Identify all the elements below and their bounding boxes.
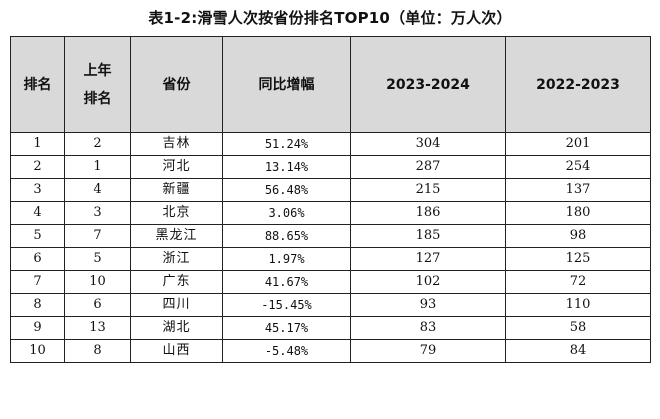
cell-yoy: 13.14% xyxy=(222,155,351,179)
cell-province: 河北 xyxy=(130,155,223,179)
cell-yoy: 1.97% xyxy=(222,247,351,271)
header-season-2022-2023: 2022-2023 xyxy=(505,36,651,133)
cell-2023-2024: 287 xyxy=(350,155,506,179)
table-row: 10 8 山西 -5.48% 79 84 xyxy=(10,339,651,363)
cell-province: 浙江 xyxy=(130,247,223,271)
table-row: 4 3 北京 3.06% 186 180 xyxy=(10,201,651,225)
cell-2022-2023: 180 xyxy=(505,201,651,225)
cell-2022-2023: 254 xyxy=(505,155,651,179)
cell-last-rank: 8 xyxy=(64,339,131,363)
cell-2023-2024: 83 xyxy=(350,316,506,340)
cell-rank: 1 xyxy=(10,132,65,156)
cell-rank: 9 xyxy=(10,316,65,340)
cell-last-rank: 1 xyxy=(64,155,131,179)
cell-2022-2023: 72 xyxy=(505,270,651,294)
cell-2022-2023: 58 xyxy=(505,316,651,340)
cell-2022-2023: 98 xyxy=(505,224,651,248)
cell-last-rank: 2 xyxy=(64,132,131,156)
cell-2022-2023: 201 xyxy=(505,132,651,156)
cell-2022-2023: 110 xyxy=(505,293,651,317)
cell-rank: 8 xyxy=(10,293,65,317)
header-yoy-growth: 同比增幅 xyxy=(222,36,351,133)
table-row: 8 6 四川 -15.45% 93 110 xyxy=(10,293,651,317)
cell-2023-2024: 304 xyxy=(350,132,506,156)
cell-yoy: -15.45% xyxy=(222,293,351,317)
cell-2022-2023: 137 xyxy=(505,178,651,202)
cell-yoy: 51.24% xyxy=(222,132,351,156)
header-province: 省份 xyxy=(130,36,223,133)
table-row: 1 2 吉林 51.24% 304 201 xyxy=(10,132,651,156)
header-last-year-rank: 上年 排名 xyxy=(64,36,131,133)
cell-rank: 7 xyxy=(10,270,65,294)
cell-last-rank: 7 xyxy=(64,224,131,248)
cell-2023-2024: 215 xyxy=(350,178,506,202)
cell-2023-2024: 102 xyxy=(350,270,506,294)
cell-2023-2024: 127 xyxy=(350,247,506,271)
cell-2022-2023: 125 xyxy=(505,247,651,271)
cell-yoy: 45.17% xyxy=(222,316,351,340)
table-row: 7 10 广东 41.67% 102 72 xyxy=(10,270,651,294)
cell-last-rank: 4 xyxy=(64,178,131,202)
cell-province: 广东 xyxy=(130,270,223,294)
table-row: 5 7 黑龙江 88.65% 185 98 xyxy=(10,224,651,248)
cell-2022-2023: 84 xyxy=(505,339,651,363)
cell-rank: 3 xyxy=(10,178,65,202)
table-row: 9 13 湖北 45.17% 83 58 xyxy=(10,316,651,340)
cell-2023-2024: 93 xyxy=(350,293,506,317)
cell-province: 四川 xyxy=(130,293,223,317)
cell-last-rank: 13 xyxy=(64,316,131,340)
cell-province: 黑龙江 xyxy=(130,224,223,248)
cell-yoy: 3.06% xyxy=(222,201,351,225)
header-last-year-rank-line1: 上年 xyxy=(83,62,112,79)
header-rank: 排名 xyxy=(10,36,65,133)
cell-last-rank: 6 xyxy=(64,293,131,317)
cell-rank: 2 xyxy=(10,155,65,179)
cell-2023-2024: 186 xyxy=(350,201,506,225)
table-row: 6 5 浙江 1.97% 127 125 xyxy=(10,247,651,271)
cell-rank: 5 xyxy=(10,224,65,248)
cell-2023-2024: 185 xyxy=(350,224,506,248)
cell-yoy: 88.65% xyxy=(222,224,351,248)
cell-last-rank: 10 xyxy=(64,270,131,294)
header-last-year-rank-line2: 排名 xyxy=(83,90,112,107)
cell-rank: 6 xyxy=(10,247,65,271)
cell-yoy: 41.67% xyxy=(222,270,351,294)
cell-province: 吉林 xyxy=(130,132,223,156)
cell-last-rank: 3 xyxy=(64,201,131,225)
cell-province: 湖北 xyxy=(130,316,223,340)
ski-ranking-table: 排名 上年 排名 省份 同比增幅 2023-2024 2022-2023 1 2… xyxy=(10,36,651,363)
header-season-2023-2024: 2023-2024 xyxy=(350,36,506,133)
table-row: 3 4 新疆 56.48% 215 137 xyxy=(10,178,651,202)
cell-yoy: -5.48% xyxy=(222,339,351,363)
cell-province: 新疆 xyxy=(130,178,223,202)
cell-yoy: 56.48% xyxy=(222,178,351,202)
table-header-row: 排名 上年 排名 省份 同比增幅 2023-2024 2022-2023 xyxy=(10,36,651,133)
cell-province: 山西 xyxy=(130,339,223,363)
cell-2023-2024: 79 xyxy=(350,339,506,363)
cell-rank: 10 xyxy=(10,339,65,363)
table-row: 2 1 河北 13.14% 287 254 xyxy=(10,155,651,179)
table-title: 表1-2:滑雪人次按省份排名TOP10（单位：万人次） xyxy=(148,9,512,27)
cell-province: 北京 xyxy=(130,201,223,225)
cell-rank: 4 xyxy=(10,201,65,225)
cell-last-rank: 5 xyxy=(64,247,131,271)
